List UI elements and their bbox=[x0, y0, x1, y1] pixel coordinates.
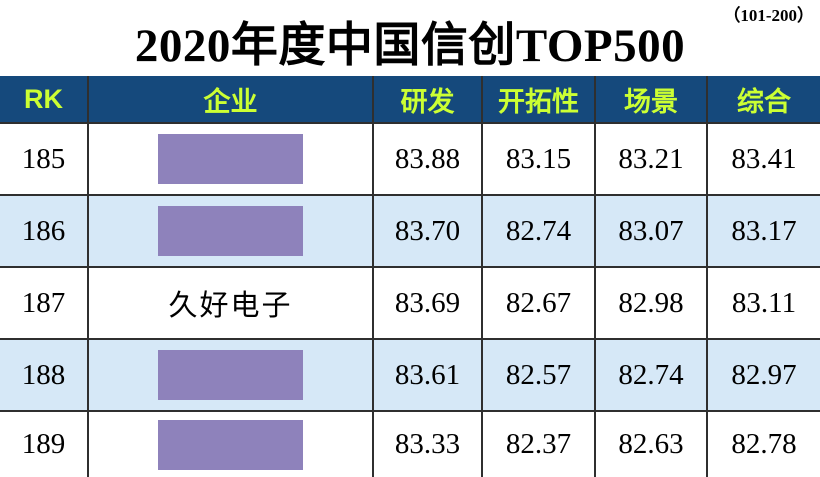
scene-score-cell: 82.63 bbox=[594, 410, 708, 477]
company-cell: 久好电子 bbox=[87, 266, 374, 340]
company-cell bbox=[87, 194, 374, 268]
redacted-company-block bbox=[158, 134, 303, 184]
column-header-pioneer: 开拓性 bbox=[481, 76, 596, 124]
overall-score-cell: 82.97 bbox=[706, 338, 820, 412]
scene-score-cell: 83.07 bbox=[594, 194, 708, 268]
rank-cell: 187 bbox=[0, 266, 89, 340]
redacted-company-block bbox=[158, 419, 303, 470]
company-cell bbox=[87, 122, 374, 196]
rd-score-cell: 83.33 bbox=[372, 410, 483, 477]
table-row: 189 83.33 82.37 82.63 82.78 bbox=[0, 410, 820, 477]
rank-cell: 188 bbox=[0, 338, 89, 412]
ranking-table: RK 企业 研发 开拓性 场景 综合 185 83.88 83.15 83.21… bbox=[0, 76, 820, 477]
rd-score-cell: 83.70 bbox=[372, 194, 483, 268]
rd-score-cell: 83.69 bbox=[372, 266, 483, 340]
redacted-company-block bbox=[158, 206, 303, 256]
table-row: 188 83.61 82.57 82.74 82.97 bbox=[0, 338, 820, 412]
column-header-scene: 场景 bbox=[594, 76, 708, 124]
rank-cell: 186 bbox=[0, 194, 89, 268]
column-header-rd: 研发 bbox=[372, 76, 483, 124]
column-header-company: 企业 bbox=[87, 76, 374, 124]
overall-score-cell: 82.78 bbox=[706, 410, 820, 477]
pioneer-score-cell: 82.74 bbox=[481, 194, 596, 268]
column-header-overall: 综合 bbox=[706, 76, 820, 124]
rd-score-cell: 83.61 bbox=[372, 338, 483, 412]
company-cell bbox=[87, 338, 374, 412]
scene-score-cell: 82.74 bbox=[594, 338, 708, 412]
rank-cell: 189 bbox=[0, 410, 89, 477]
pioneer-score-cell: 82.57 bbox=[481, 338, 596, 412]
scene-score-cell: 82.98 bbox=[594, 266, 708, 340]
pioneer-score-cell: 82.67 bbox=[481, 266, 596, 340]
table-row: 187 久好电子 83.69 82.67 82.98 83.11 bbox=[0, 266, 820, 340]
pioneer-score-cell: 83.15 bbox=[481, 122, 596, 196]
rd-score-cell: 83.88 bbox=[372, 122, 483, 196]
pioneer-score-cell: 82.37 bbox=[481, 410, 596, 477]
overall-score-cell: 83.41 bbox=[706, 122, 820, 196]
scene-score-cell: 83.21 bbox=[594, 122, 708, 196]
overall-score-cell: 83.11 bbox=[706, 266, 820, 340]
table-row: 185 83.88 83.15 83.21 83.41 bbox=[0, 122, 820, 196]
range-note: （101-200） bbox=[723, 6, 814, 25]
table-header: RK 企业 研发 开拓性 场景 综合 bbox=[0, 76, 820, 124]
rank-cell: 185 bbox=[0, 122, 89, 196]
overall-score-cell: 83.17 bbox=[706, 194, 820, 268]
column-header-rk: RK bbox=[0, 76, 89, 124]
table-row: 186 83.70 82.74 83.07 83.17 bbox=[0, 194, 820, 268]
redacted-company-block bbox=[158, 350, 303, 400]
page-title: 2020年度中国信创TOP500 bbox=[134, 20, 686, 72]
company-cell bbox=[87, 410, 374, 477]
